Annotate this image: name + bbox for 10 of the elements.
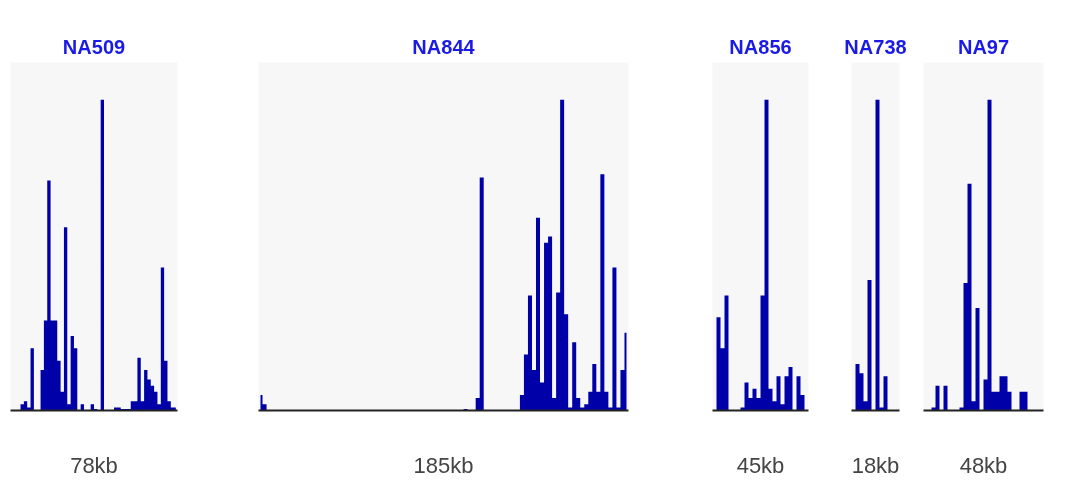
chart-title: NA509 xyxy=(62,35,126,58)
x-axis-title: 48kb xyxy=(959,452,1008,478)
chart-title: NA97 xyxy=(957,35,1010,58)
x-axis-title: 45kb xyxy=(736,452,785,478)
chart-title: NA844 xyxy=(412,35,476,58)
x-axis-title: 185kb xyxy=(413,452,474,478)
chart-title: NA856 xyxy=(729,35,792,58)
chart-title: NA738 xyxy=(844,35,907,58)
x-axis-title: 18kb xyxy=(851,452,900,478)
x-axis-title: 78kb xyxy=(70,452,118,478)
